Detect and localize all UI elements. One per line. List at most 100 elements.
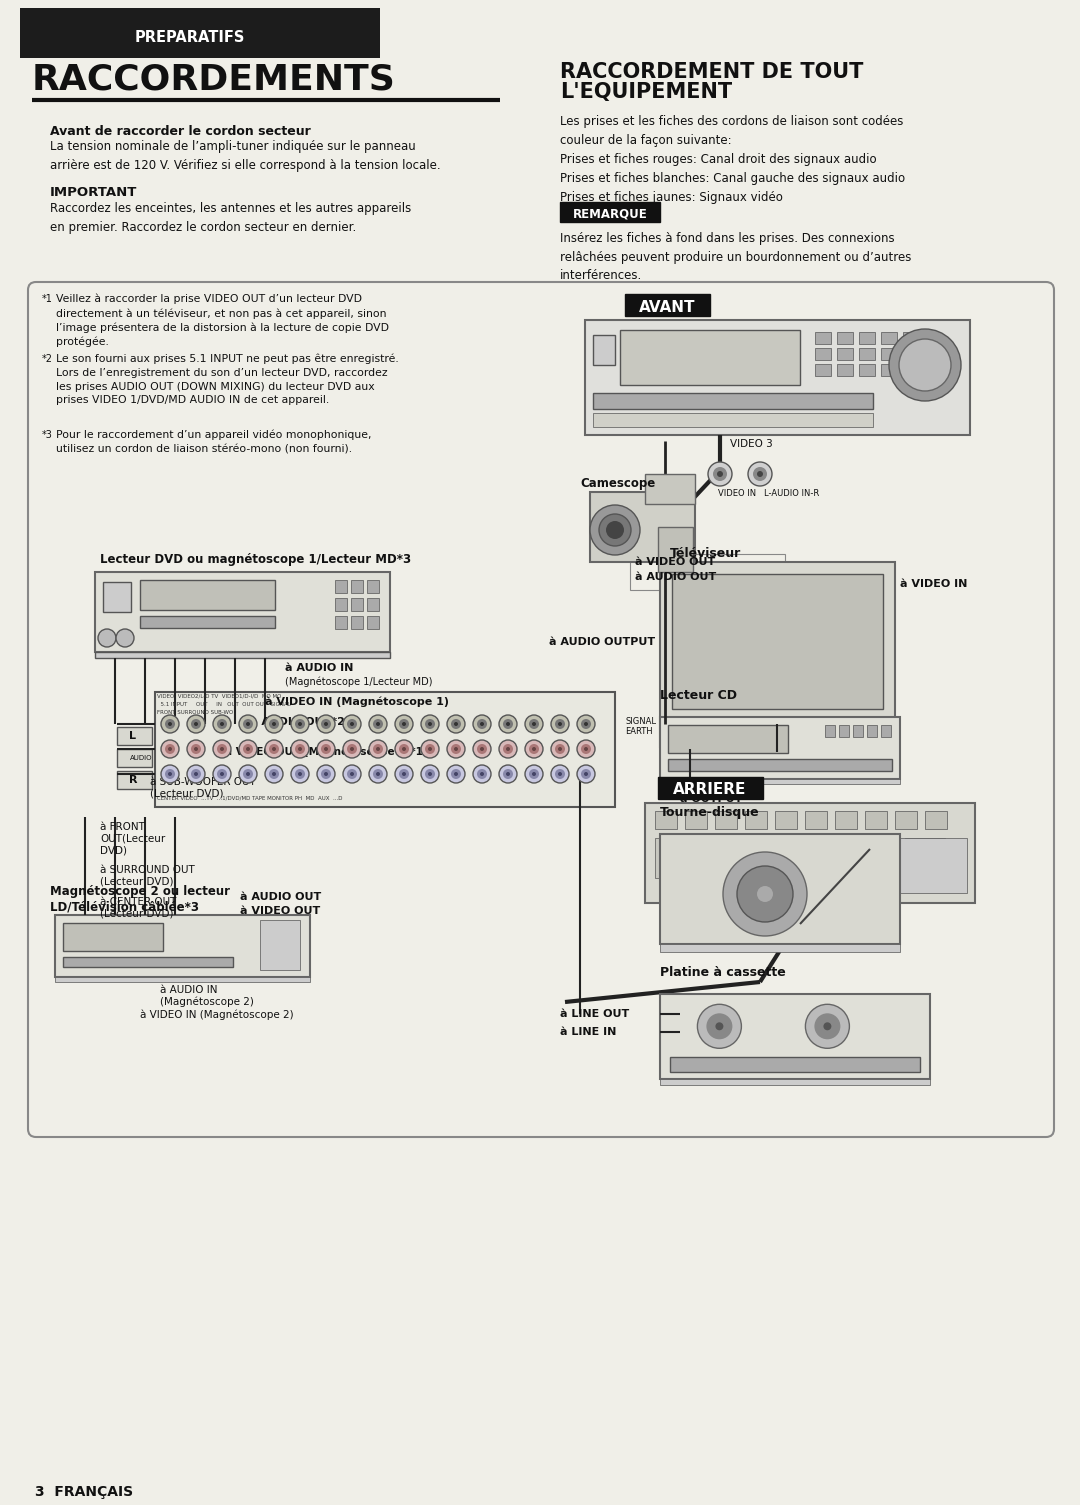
- Bar: [837, 364, 853, 376]
- Text: REMARQUE: REMARQUE: [572, 208, 647, 221]
- Text: à CENTER OUT
(Lecteur DVD): à CENTER OUT (Lecteur DVD): [100, 897, 176, 918]
- Bar: [903, 348, 919, 360]
- Circle shape: [298, 746, 302, 751]
- Circle shape: [324, 746, 328, 751]
- Bar: [326, 8, 334, 59]
- Circle shape: [213, 740, 231, 759]
- Bar: [264, 8, 271, 59]
- Circle shape: [590, 506, 640, 555]
- Bar: [21, 8, 28, 59]
- Circle shape: [239, 765, 257, 783]
- Circle shape: [291, 715, 309, 733]
- Bar: [815, 348, 831, 360]
- Text: La tension nominale de l’ampli-tuner indiquée sur le panneau
arrière est de 120 : La tension nominale de l’ampli-tuner ind…: [50, 140, 441, 172]
- Circle shape: [532, 772, 536, 777]
- Circle shape: [376, 746, 380, 751]
- Circle shape: [217, 719, 227, 728]
- Bar: [102, 8, 109, 59]
- Text: Tourne-disque: Tourne-disque: [660, 807, 759, 819]
- Circle shape: [525, 765, 543, 783]
- Text: à SUB-WOOFER OUT
(Lecteur DVD): à SUB-WOOFER OUT (Lecteur DVD): [150, 777, 256, 799]
- Circle shape: [477, 769, 487, 780]
- Bar: [146, 8, 154, 59]
- Bar: [654, 811, 677, 829]
- Text: Raccordez les enceintes, les antennes et les autres appareils
en premier. Raccor: Raccordez les enceintes, les antennes et…: [50, 202, 411, 233]
- Text: SIGNAL
EARTH: SIGNAL EARTH: [625, 716, 656, 736]
- Bar: [881, 725, 891, 737]
- Text: Lecteur DVD ou magnétoscope 1/Lecteur MD*3: Lecteur DVD ou magnétoscope 1/Lecteur MD…: [100, 554, 411, 566]
- Circle shape: [451, 769, 461, 780]
- Circle shape: [421, 765, 438, 783]
- Bar: [853, 725, 863, 737]
- Circle shape: [243, 769, 253, 780]
- Circle shape: [399, 719, 409, 728]
- Bar: [156, 692, 615, 807]
- Circle shape: [116, 629, 134, 647]
- Text: VIDEO  VIDEO2/L-D TV  VIDEO1/D-I/D  MO MO: VIDEO VIDEO2/L-D TV VIDEO1/D-I/D MO MO: [157, 694, 282, 698]
- Text: PREPARATIFS: PREPARATIFS: [135, 30, 245, 45]
- Bar: [755, 838, 795, 877]
- Circle shape: [715, 1022, 724, 1031]
- Bar: [140, 616, 275, 628]
- Text: à AUDIO OUT*2: à AUDIO OUT*2: [249, 716, 345, 727]
- Text: VIDEO 3: VIDEO 3: [730, 439, 773, 448]
- Circle shape: [165, 719, 175, 728]
- Bar: [654, 838, 696, 877]
- Circle shape: [525, 715, 543, 733]
- Circle shape: [161, 765, 179, 783]
- Bar: [593, 412, 873, 427]
- Bar: [593, 393, 873, 409]
- Text: à LINE OUT: à LINE OUT: [561, 1008, 630, 1019]
- Bar: [775, 811, 797, 829]
- Circle shape: [347, 769, 357, 780]
- Circle shape: [191, 769, 201, 780]
- Circle shape: [889, 330, 961, 400]
- Circle shape: [373, 743, 383, 754]
- Text: RACCORDEMENTS: RACCORDEMENTS: [32, 63, 396, 96]
- Bar: [63, 923, 163, 951]
- Bar: [210, 8, 217, 59]
- Bar: [367, 616, 379, 629]
- Text: *1: *1: [42, 293, 53, 304]
- Bar: [38, 8, 46, 59]
- Circle shape: [343, 765, 361, 783]
- Circle shape: [373, 769, 383, 780]
- Circle shape: [757, 471, 762, 477]
- Circle shape: [402, 722, 406, 725]
- Circle shape: [376, 722, 380, 725]
- Circle shape: [220, 772, 224, 777]
- Bar: [881, 333, 897, 345]
- Bar: [335, 8, 343, 59]
- Text: CENTER VIDEO  ...TV  ...1/DVD/MD TAPE MONITOR PH  MD  AUX  ...D: CENTER VIDEO ...TV ...1/DVD/MD TAPE MONI…: [157, 795, 342, 801]
- Bar: [21, 8, 380, 59]
- Circle shape: [473, 715, 491, 733]
- Circle shape: [581, 743, 591, 754]
- Circle shape: [473, 765, 491, 783]
- Text: Lecteur CD: Lecteur CD: [660, 689, 737, 701]
- Text: à AUDIO OUTPUT: à AUDIO OUTPUT: [549, 637, 654, 647]
- Bar: [164, 8, 172, 59]
- Bar: [103, 582, 131, 613]
- Bar: [672, 573, 883, 709]
- Circle shape: [584, 746, 588, 751]
- Bar: [715, 811, 737, 829]
- Circle shape: [402, 772, 406, 777]
- Circle shape: [194, 772, 198, 777]
- Bar: [335, 616, 347, 629]
- Text: Platine à cassette: Platine à cassette: [660, 966, 786, 978]
- Bar: [660, 1079, 930, 1085]
- Circle shape: [402, 746, 406, 751]
- Text: à VIDEO IN (Magnétoscope 2): à VIDEO IN (Magnétoscope 2): [140, 1008, 294, 1019]
- Bar: [83, 8, 91, 59]
- Circle shape: [168, 772, 172, 777]
- Bar: [63, 957, 233, 968]
- Text: à VIDEO OUT: à VIDEO OUT: [240, 906, 321, 917]
- Text: Téléviseur: Téléviseur: [670, 546, 741, 560]
- Circle shape: [823, 1022, 832, 1031]
- Bar: [362, 8, 370, 59]
- Bar: [593, 336, 615, 366]
- Circle shape: [272, 746, 276, 751]
- Bar: [825, 725, 835, 737]
- Circle shape: [168, 746, 172, 751]
- Circle shape: [581, 719, 591, 728]
